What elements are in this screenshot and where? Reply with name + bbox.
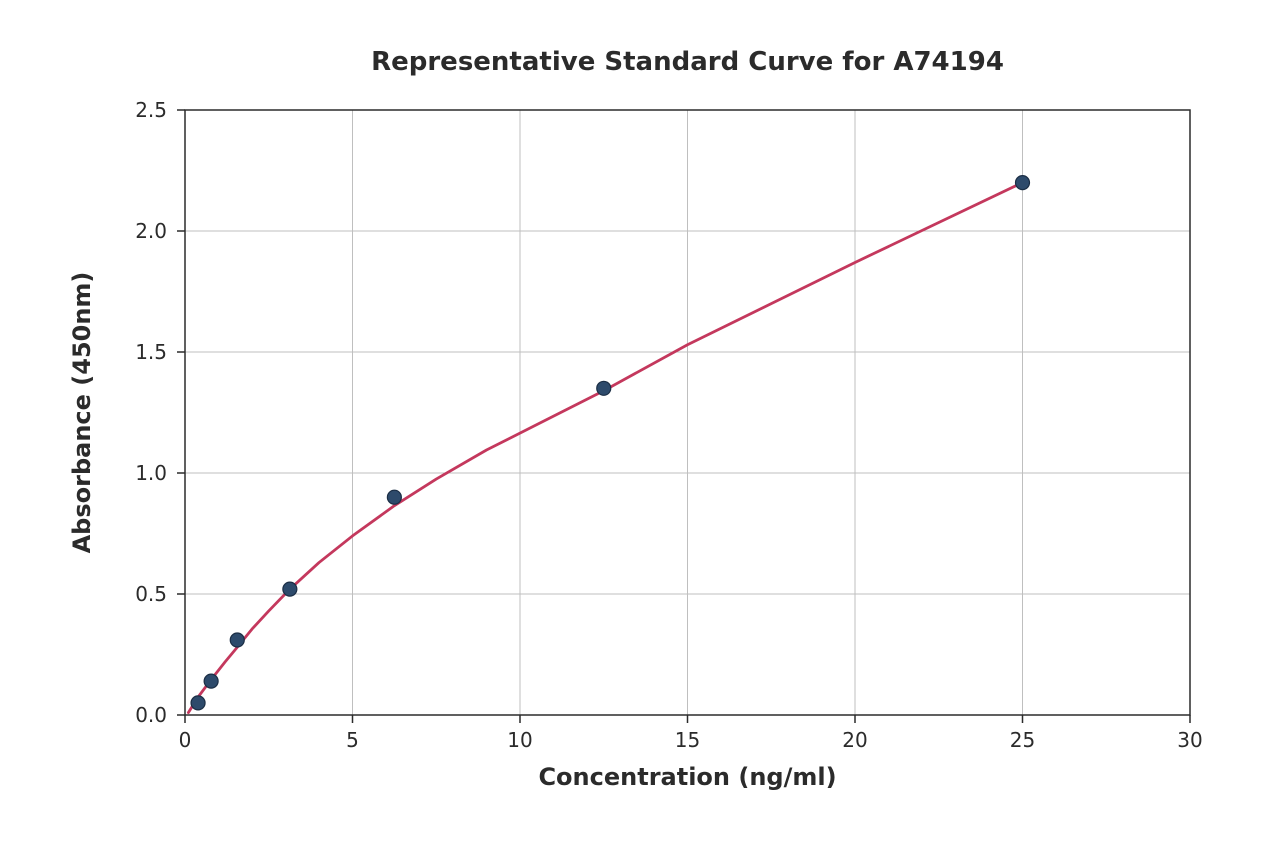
chart-title: Representative Standard Curve for A74194 [371,47,1004,77]
xtick-label: 30 [1177,728,1202,752]
data-point [1016,176,1030,190]
data-point [597,381,611,395]
xtick-label: 25 [1010,728,1035,752]
data-point [191,696,205,710]
ytick-label: 1.5 [135,340,167,364]
data-point [230,633,244,647]
ytick-label: 0.5 [135,582,167,606]
xtick-label: 15 [675,728,700,752]
ytick-label: 2.0 [135,219,167,243]
chart-container: 0 5 10 15 20 25 30 0.0 0.5 1.0 1.5 2.0 2.5 Concentrat… [0,0,1280,845]
ytick-label: 2.5 [135,98,167,122]
x-axis-label: Concentration (ng/ml) [538,763,836,791]
xtick-label: 10 [507,728,532,752]
standard-curve-chart: 0 5 10 15 20 25 30 0.0 0.5 1.0 1.5 2.0 2.5 Concentrat… [0,0,1280,845]
ytick-label: 0.0 [135,703,167,727]
chart-background [0,0,1280,845]
xtick-label: 0 [179,728,192,752]
ytick-label: 1.0 [135,461,167,485]
data-point [204,674,218,688]
xtick-label: 20 [842,728,867,752]
data-point [283,582,297,596]
xtick-label: 5 [346,728,359,752]
data-point [387,490,401,504]
y-axis-label: Absorbance (450nm) [68,272,96,554]
